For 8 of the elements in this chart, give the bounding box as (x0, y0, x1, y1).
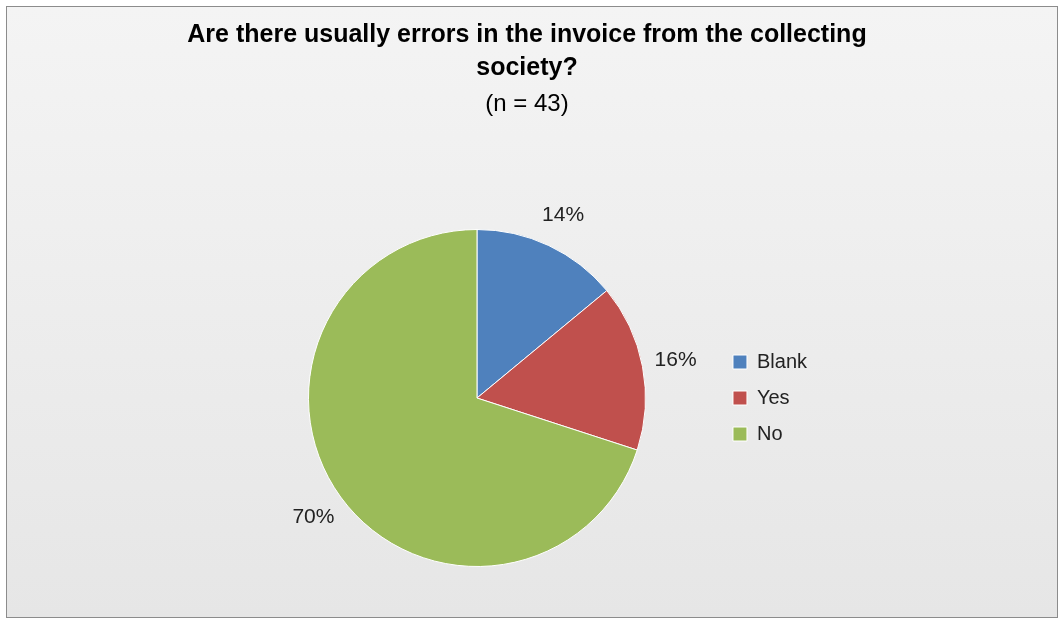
legend-label: Blank (756, 349, 808, 372)
legend-label: Yes (756, 385, 790, 408)
chart-title: Are there usually errors in the invoice from the collecting society? (186, 18, 868, 82)
legend-label: No (756, 421, 783, 444)
data-label: 14% (542, 201, 585, 225)
data-label: 16% (654, 346, 697, 370)
chart-subtitle: (n = 43) (484, 89, 570, 117)
data-label: 70% (292, 503, 335, 527)
